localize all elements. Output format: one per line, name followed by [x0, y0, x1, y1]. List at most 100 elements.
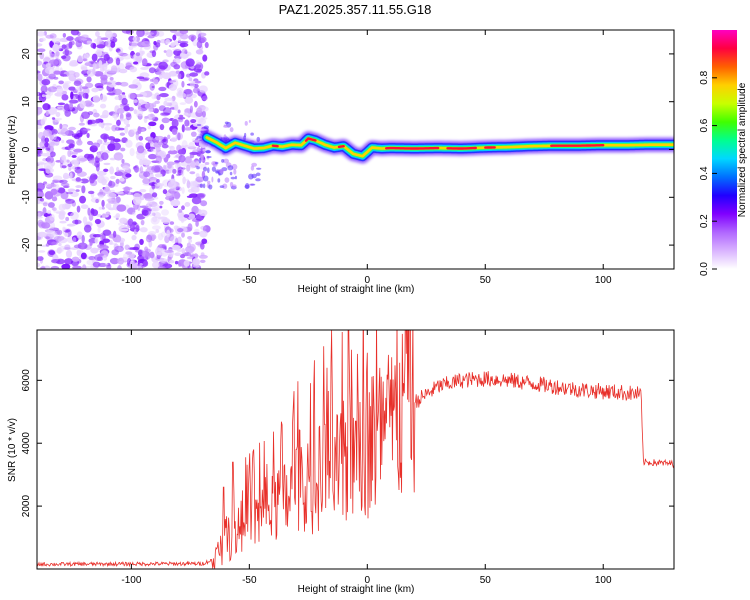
noise-speckle — [117, 50, 124, 56]
noise-speckle — [158, 105, 166, 112]
colorbar-bar — [712, 30, 737, 269]
noise-speckle — [83, 73, 89, 77]
noise-speckle — [149, 82, 155, 91]
noise-speckle — [170, 187, 175, 196]
noise-speckle — [177, 249, 183, 253]
noise-speckle — [189, 105, 194, 114]
noise-speckle — [74, 219, 79, 225]
noise-speckle — [113, 152, 124, 161]
noise-speckle — [102, 122, 113, 126]
noise-speckle — [72, 265, 82, 269]
noise-speckle — [76, 85, 81, 93]
noise-speckle — [128, 129, 135, 137]
noise-speckle — [156, 94, 161, 101]
noise-speckle — [183, 112, 189, 116]
noise-speckle — [86, 76, 92, 83]
noise-speckle — [159, 205, 163, 209]
noise-speckle — [74, 166, 81, 170]
noise-speckle — [57, 102, 66, 106]
noise-speckle — [75, 40, 83, 48]
noise-speckle — [208, 184, 213, 190]
noise-speckle — [148, 230, 157, 236]
noise-speckle — [147, 113, 156, 121]
snr-x-axis: -100 -50 0 50 100 — [121, 330, 612, 586]
noise-speckle — [75, 189, 80, 192]
noise-speckle — [192, 231, 201, 235]
noise-speckle — [128, 84, 139, 89]
noise-speckle — [82, 92, 89, 99]
noise-speckle — [201, 95, 208, 101]
noise-speckle — [100, 144, 106, 152]
noise-speckle — [147, 125, 152, 130]
noise-speckle — [115, 235, 122, 243]
snr-y-tick-label: 4000 — [21, 432, 32, 455]
noise-speckle — [91, 209, 99, 217]
noise-speckle — [119, 132, 126, 136]
noise-speckle — [71, 154, 77, 158]
snr-series-line — [37, 330, 674, 569]
noise-speckle — [115, 81, 122, 86]
noise-speckle — [142, 178, 151, 185]
noise-speckle — [51, 37, 62, 44]
noise-speckle — [69, 172, 73, 180]
noise-speckle — [142, 158, 148, 164]
noise-speckle — [76, 171, 87, 177]
noise-speckle — [92, 261, 101, 268]
noise-speckle — [78, 91, 85, 95]
ridge-peak — [271, 144, 279, 148]
noise-speckle — [71, 159, 79, 165]
noise-speckle — [68, 166, 72, 172]
noise-speckle — [163, 100, 168, 107]
noise-speckle — [37, 256, 44, 261]
noise-speckle — [174, 252, 182, 257]
noise-speckle — [154, 173, 163, 178]
noise-speckle — [121, 158, 125, 164]
noise-speckle — [37, 60, 43, 66]
noise-speckle — [85, 221, 92, 225]
noise-speckle — [193, 68, 203, 73]
noise-speckle — [55, 111, 61, 118]
noise-speckle — [88, 190, 95, 195]
noise-speckle — [37, 107, 43, 115]
noise-speckle — [86, 140, 93, 146]
noise-speckle — [133, 61, 139, 65]
noise-speckle — [37, 31, 46, 37]
noise-speckle — [188, 34, 197, 41]
noise-speckle — [62, 32, 67, 38]
noise-speckle — [60, 73, 68, 77]
noise-speckle — [79, 157, 88, 162]
noise-speckle — [73, 148, 83, 153]
noise-speckle — [169, 145, 175, 152]
noise-speckle — [211, 176, 214, 183]
noise-speckle — [183, 259, 190, 267]
noise-speckle — [71, 133, 79, 138]
noise-speckle — [95, 49, 103, 57]
noise-speckle — [139, 238, 144, 246]
noise-speckle — [97, 170, 107, 176]
noise-speckle — [82, 58, 88, 62]
noise-speckle — [143, 171, 150, 178]
noise-speckle — [199, 183, 204, 189]
noise-speckle — [115, 57, 121, 66]
noise-speckle — [139, 171, 143, 176]
noise-speckle — [183, 214, 190, 218]
noise-speckle — [116, 119, 121, 126]
noise-speckle — [158, 61, 168, 70]
noise-speckle — [70, 91, 74, 100]
noise-speckle — [201, 110, 206, 118]
noise-speckle — [187, 223, 193, 232]
noise-speckle — [41, 222, 51, 229]
noise-speckle — [186, 242, 192, 249]
noise-speckle — [184, 96, 194, 104]
noise-speckle — [118, 228, 129, 232]
noise-speckle — [157, 182, 161, 186]
noise-speckle — [135, 132, 140, 141]
snr-y-label: SNR (10 * v/v) — [7, 418, 18, 482]
noise-speckle — [188, 77, 193, 82]
noise-speckle — [167, 134, 171, 140]
noise-speckle — [60, 55, 67, 59]
noise-speckle — [159, 200, 164, 205]
noise-speckle — [152, 216, 158, 223]
noise-speckle — [37, 91, 40, 97]
noise-speckle — [80, 204, 89, 210]
